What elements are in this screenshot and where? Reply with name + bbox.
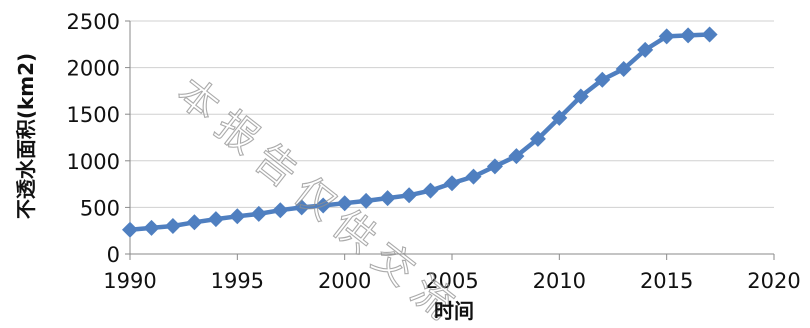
data-point-2015 bbox=[658, 28, 675, 45]
gridlines bbox=[130, 20, 774, 208]
x-tick-label-1995: 1995 bbox=[211, 269, 264, 293]
watermark-char: 仅 bbox=[285, 168, 345, 229]
series-layer bbox=[122, 26, 718, 238]
data-point-2010 bbox=[551, 109, 568, 126]
x-tick-label-2005: 2005 bbox=[425, 269, 478, 293]
y-tick-labels: 0 500 1000 1500 2000 2500 bbox=[67, 10, 120, 267]
watermark-char: 报 bbox=[207, 102, 267, 163]
data-point-2017 bbox=[701, 26, 718, 43]
data-point-2005 bbox=[444, 175, 460, 192]
axes bbox=[125, 20, 775, 260]
data-point-1992 bbox=[164, 218, 181, 234]
data-point-1995 bbox=[229, 208, 246, 225]
watermark-char: 本 bbox=[168, 69, 228, 130]
data-point-1999 bbox=[315, 197, 332, 214]
data-point-1993 bbox=[186, 214, 203, 231]
data-point-2003 bbox=[401, 187, 418, 204]
watermark-char: 告 bbox=[246, 135, 306, 196]
data-point-2012 bbox=[594, 71, 611, 88]
watermark-char: 供 bbox=[324, 201, 384, 262]
data-point-2002 bbox=[379, 190, 396, 207]
x-tick-label-2010: 2010 bbox=[533, 269, 586, 293]
x-tick-label-2000: 2000 bbox=[318, 269, 371, 293]
data-point-1996 bbox=[250, 205, 267, 222]
data-point-2014 bbox=[637, 41, 654, 58]
data-point-2004 bbox=[422, 182, 439, 199]
y-axis-title: 不透水面积(km2) bbox=[14, 53, 38, 219]
y-tick-label-1500: 1500 bbox=[67, 103, 120, 127]
y-tick-label-0: 0 bbox=[107, 243, 120, 267]
data-point-2009 bbox=[529, 130, 546, 147]
data-point-1990 bbox=[122, 221, 138, 238]
data-point-1997 bbox=[272, 202, 289, 219]
y-tick-label-500: 500 bbox=[80, 196, 120, 220]
y-tick-label-1000: 1000 bbox=[67, 150, 120, 174]
data-point-2008 bbox=[508, 148, 525, 165]
data-point-2011 bbox=[572, 88, 589, 105]
x-tick-label-2020: 2020 bbox=[747, 269, 800, 293]
y-tick-label-2000: 2000 bbox=[67, 57, 120, 81]
data-point-2016 bbox=[680, 27, 697, 44]
y-tick-label-2500: 2500 bbox=[67, 10, 120, 34]
x-tick-labels: 1990 1995 2000 2005 2010 2015 2020 bbox=[103, 269, 800, 293]
data-point-2013 bbox=[615, 61, 632, 77]
data-point-2001 bbox=[358, 192, 375, 209]
data-point-1991 bbox=[143, 219, 160, 236]
x-tick-label-1990: 1990 bbox=[103, 269, 156, 293]
data-point-2000 bbox=[336, 195, 353, 212]
series-line bbox=[127, 32, 712, 233]
data-point-1994 bbox=[207, 211, 224, 228]
data-point-1998 bbox=[293, 199, 310, 216]
x-tick-label-2015: 2015 bbox=[640, 269, 693, 293]
watermark-char: 交 bbox=[363, 234, 423, 295]
data-point-2006 bbox=[465, 168, 482, 185]
data-point-2007 bbox=[486, 158, 503, 175]
x-axis-title: 时间 bbox=[434, 299, 474, 323]
